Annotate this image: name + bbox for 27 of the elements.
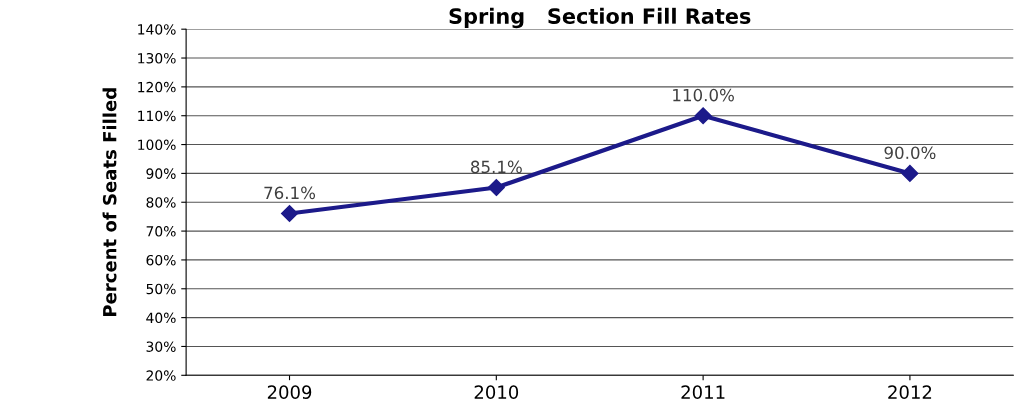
point bbox=[280, 204, 299, 223]
y-tick-label: 90% bbox=[146, 168, 176, 179]
data-label: 85.1% bbox=[470, 160, 522, 174]
y-tick-label: 80% bbox=[146, 197, 176, 208]
y-tick-label: 130% bbox=[138, 53, 176, 64]
y-tick-label: 30% bbox=[146, 341, 176, 352]
y-tick-label: 50% bbox=[146, 283, 176, 295]
y-tick-label: 100% bbox=[138, 139, 176, 151]
y-tick-label: 110% bbox=[138, 110, 176, 122]
chart-title: Spring Section Fill Rates bbox=[449, 7, 751, 29]
y-tick-label: 20% bbox=[146, 370, 176, 381]
y-tick-label: 60% bbox=[146, 254, 176, 266]
data-label: 90.0% bbox=[884, 146, 936, 160]
x-tick-label: 2012 bbox=[888, 385, 932, 399]
x-tick-label: 2009 bbox=[267, 385, 312, 399]
x-tick-label: 2010 bbox=[474, 385, 519, 399]
data-label: 110.0% bbox=[673, 88, 734, 102]
x-tick-label: 2011 bbox=[681, 385, 725, 399]
y-tick-label: 40% bbox=[146, 312, 176, 324]
y-tick-label: 70% bbox=[146, 226, 176, 237]
y-tick-label: 120% bbox=[138, 81, 176, 93]
point bbox=[901, 164, 919, 182]
y-axis-title: Percent of Seats Filled bbox=[102, 88, 117, 316]
y-tick-label: 140% bbox=[138, 24, 176, 35]
point bbox=[487, 178, 505, 197]
point bbox=[694, 107, 712, 125]
data-label: 76.1% bbox=[264, 186, 316, 200]
